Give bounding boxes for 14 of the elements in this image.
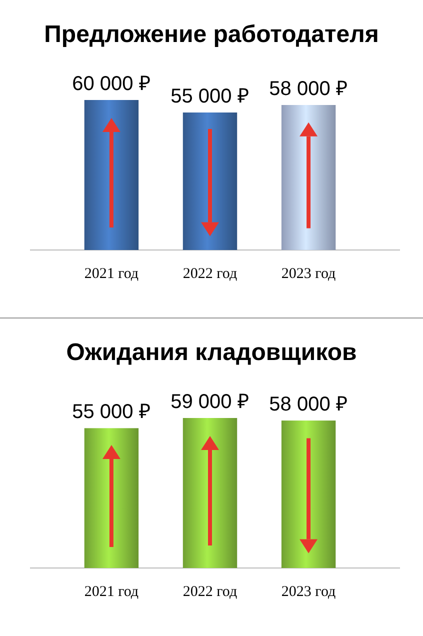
- data-label: 55 000 ₽: [170, 86, 250, 108]
- x-tick-label: 2022 год: [182, 266, 238, 282]
- data-label: 55 000 ₽: [72, 401, 151, 424]
- chart-title: Ожидания кладовщиков: [66, 339, 357, 366]
- x-tick-label: 2022 год: [182, 584, 238, 600]
- chart-title: Предложение работодателя: [44, 21, 379, 48]
- x-tick-label: 2021 год: [84, 266, 139, 282]
- data-label: 59 000 ₽: [170, 391, 250, 413]
- x-tick-label: 2023 год: [281, 266, 336, 282]
- x-tick-label: 2021 год: [84, 584, 139, 600]
- x-tick-label: 2023 год: [281, 584, 336, 600]
- data-label: 60 000 ₽: [72, 73, 151, 95]
- data-label: 58 000 ₽: [269, 394, 348, 416]
- data-label: 58 000 ₽: [269, 78, 348, 100]
